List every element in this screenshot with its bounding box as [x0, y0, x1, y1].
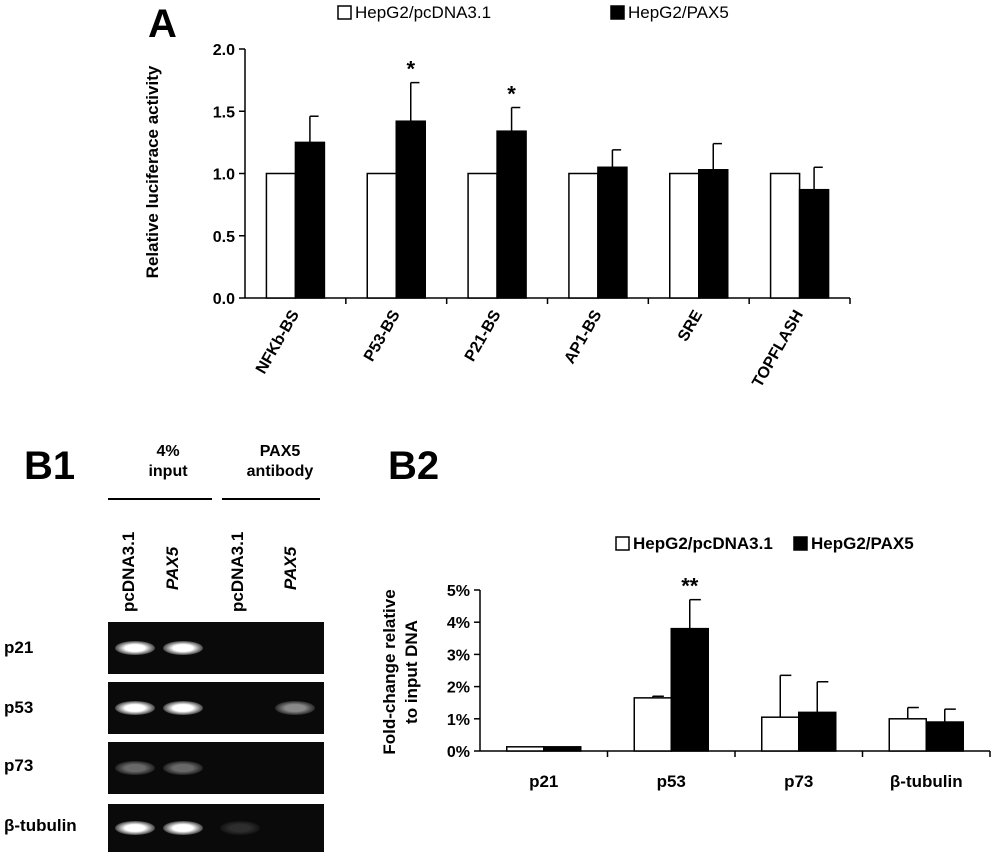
- y-tick-label: 1.5: [213, 104, 235, 121]
- legend-label: HepG2/PAX5: [811, 534, 914, 553]
- gel-group-header-input: 4% input: [128, 442, 208, 482]
- gel-band: [115, 641, 155, 655]
- gel-group-header-line: input: [148, 463, 188, 480]
- bar: [888, 718, 927, 752]
- gel-lane-label: PAX5: [281, 546, 300, 590]
- x-tick-label: β-tubulin: [890, 772, 963, 791]
- x-tick-label: p73: [784, 772, 813, 791]
- bar: [568, 172, 599, 299]
- gel-band: [163, 701, 203, 715]
- gel-group-header-antibody: PAX5 antibody: [230, 442, 330, 482]
- bar: [467, 172, 498, 299]
- panel-label-b2: B2: [388, 444, 440, 488]
- chart-b2: 0% 1% 2% 3% 4% 5% p21 ** p53 p73 β-tubulin Fold-cha…: [380, 534, 991, 791]
- legend-swatch: [610, 5, 625, 20]
- bar: [669, 172, 700, 299]
- y-tick-label: 3%: [447, 647, 470, 664]
- bar: [633, 697, 672, 752]
- y-tick-label: 1.0: [213, 167, 235, 184]
- gel-band: [163, 821, 203, 835]
- y-axis-label: Relative luciferace activity: [143, 65, 162, 278]
- legend-swatch: [615, 536, 630, 551]
- legend-swatch: [793, 536, 808, 551]
- bar: [506, 746, 545, 752]
- x-tick-label: P21-BS: [462, 307, 505, 364]
- x-tick-label: p53: [657, 772, 686, 791]
- y-tick-label: 0.5: [213, 229, 235, 246]
- legend-swatch: [337, 5, 352, 20]
- x-tick-label: SRE: [675, 307, 706, 344]
- bar: [294, 141, 326, 299]
- legend-label: HepG2/PAX5: [628, 3, 729, 22]
- bar: [496, 130, 527, 299]
- gel-row-label-p73: p73: [4, 756, 34, 775]
- gel-band: [220, 821, 260, 835]
- x-tick-label: NFKb-BS: [253, 307, 303, 377]
- bar: [366, 172, 397, 299]
- gel-band: [115, 701, 155, 715]
- legend-label: HepG2/pcDNA3.1: [355, 3, 491, 22]
- x-tick-label: TOPFLASH: [749, 308, 807, 391]
- gel-group-header-line: PAX5: [259, 443, 301, 460]
- gel-band: [115, 821, 155, 835]
- gel-lane-label: pcDNA3.1: [228, 531, 247, 612]
- x-tick-label: p21: [529, 772, 558, 791]
- gel-band: [163, 761, 203, 775]
- x-tick-label: AP1-BS: [561, 307, 605, 367]
- gel-lane-label: PAX5: [163, 546, 182, 590]
- y-tick-label: 4%: [447, 615, 470, 632]
- significance-marker: *: [507, 82, 516, 107]
- gel-band: [163, 641, 203, 655]
- panel-label-a: A: [148, 2, 177, 46]
- chart-a: 0.0 0.5 1.0 1.5 2.0 NFKb-BS * P53-BS * P21-BS AP1-…: [143, 3, 851, 391]
- y-tick-label: 0.0: [213, 291, 235, 308]
- y-axis-label: to input DNA: [402, 620, 421, 724]
- gel-panel: 4% input PAX5 antibody pcDNA3.1 PAX5 pcD…: [0, 440, 360, 852]
- bar: [543, 746, 582, 752]
- bar: [769, 172, 801, 299]
- legend-label: HepG2/pcDNA3.1: [633, 534, 773, 553]
- y-axis-label: Fold-change relative: [380, 589, 399, 754]
- gel-row-label-p53: p53: [4, 698, 34, 717]
- bar: [395, 120, 426, 299]
- y-tick-label: 2.0: [213, 42, 235, 59]
- bar: [925, 721, 964, 752]
- y-tick-label: 5%: [447, 583, 470, 600]
- bar: [698, 169, 729, 299]
- significance-marker: *: [406, 57, 415, 82]
- gel-band: [275, 701, 315, 715]
- y-tick-label: 2%: [447, 680, 470, 697]
- bar: [265, 172, 297, 299]
- bar: [761, 716, 800, 752]
- y-tick-label: 1%: [447, 712, 470, 729]
- significance-marker: **: [681, 574, 699, 599]
- bar: [798, 188, 830, 299]
- y-tick-label: 0%: [447, 744, 470, 761]
- panel-label-b1: B1: [24, 444, 76, 488]
- gel-band: [115, 761, 155, 775]
- gel-group-header-line: 4%: [156, 443, 180, 460]
- bar: [597, 166, 628, 299]
- gel-row-label-tubulin: β-tubulin: [4, 816, 77, 835]
- gel-group-rule: [222, 498, 320, 500]
- gel-row-label-p21: p21: [4, 638, 34, 657]
- gel-group-rule: [108, 498, 212, 500]
- gel-lane-label: pcDNA3.1: [119, 531, 138, 612]
- bar: [798, 711, 837, 752]
- bar: [670, 627, 709, 752]
- x-tick-label: P53-BS: [361, 307, 404, 364]
- gel-group-header-line: antibody: [246, 463, 314, 480]
